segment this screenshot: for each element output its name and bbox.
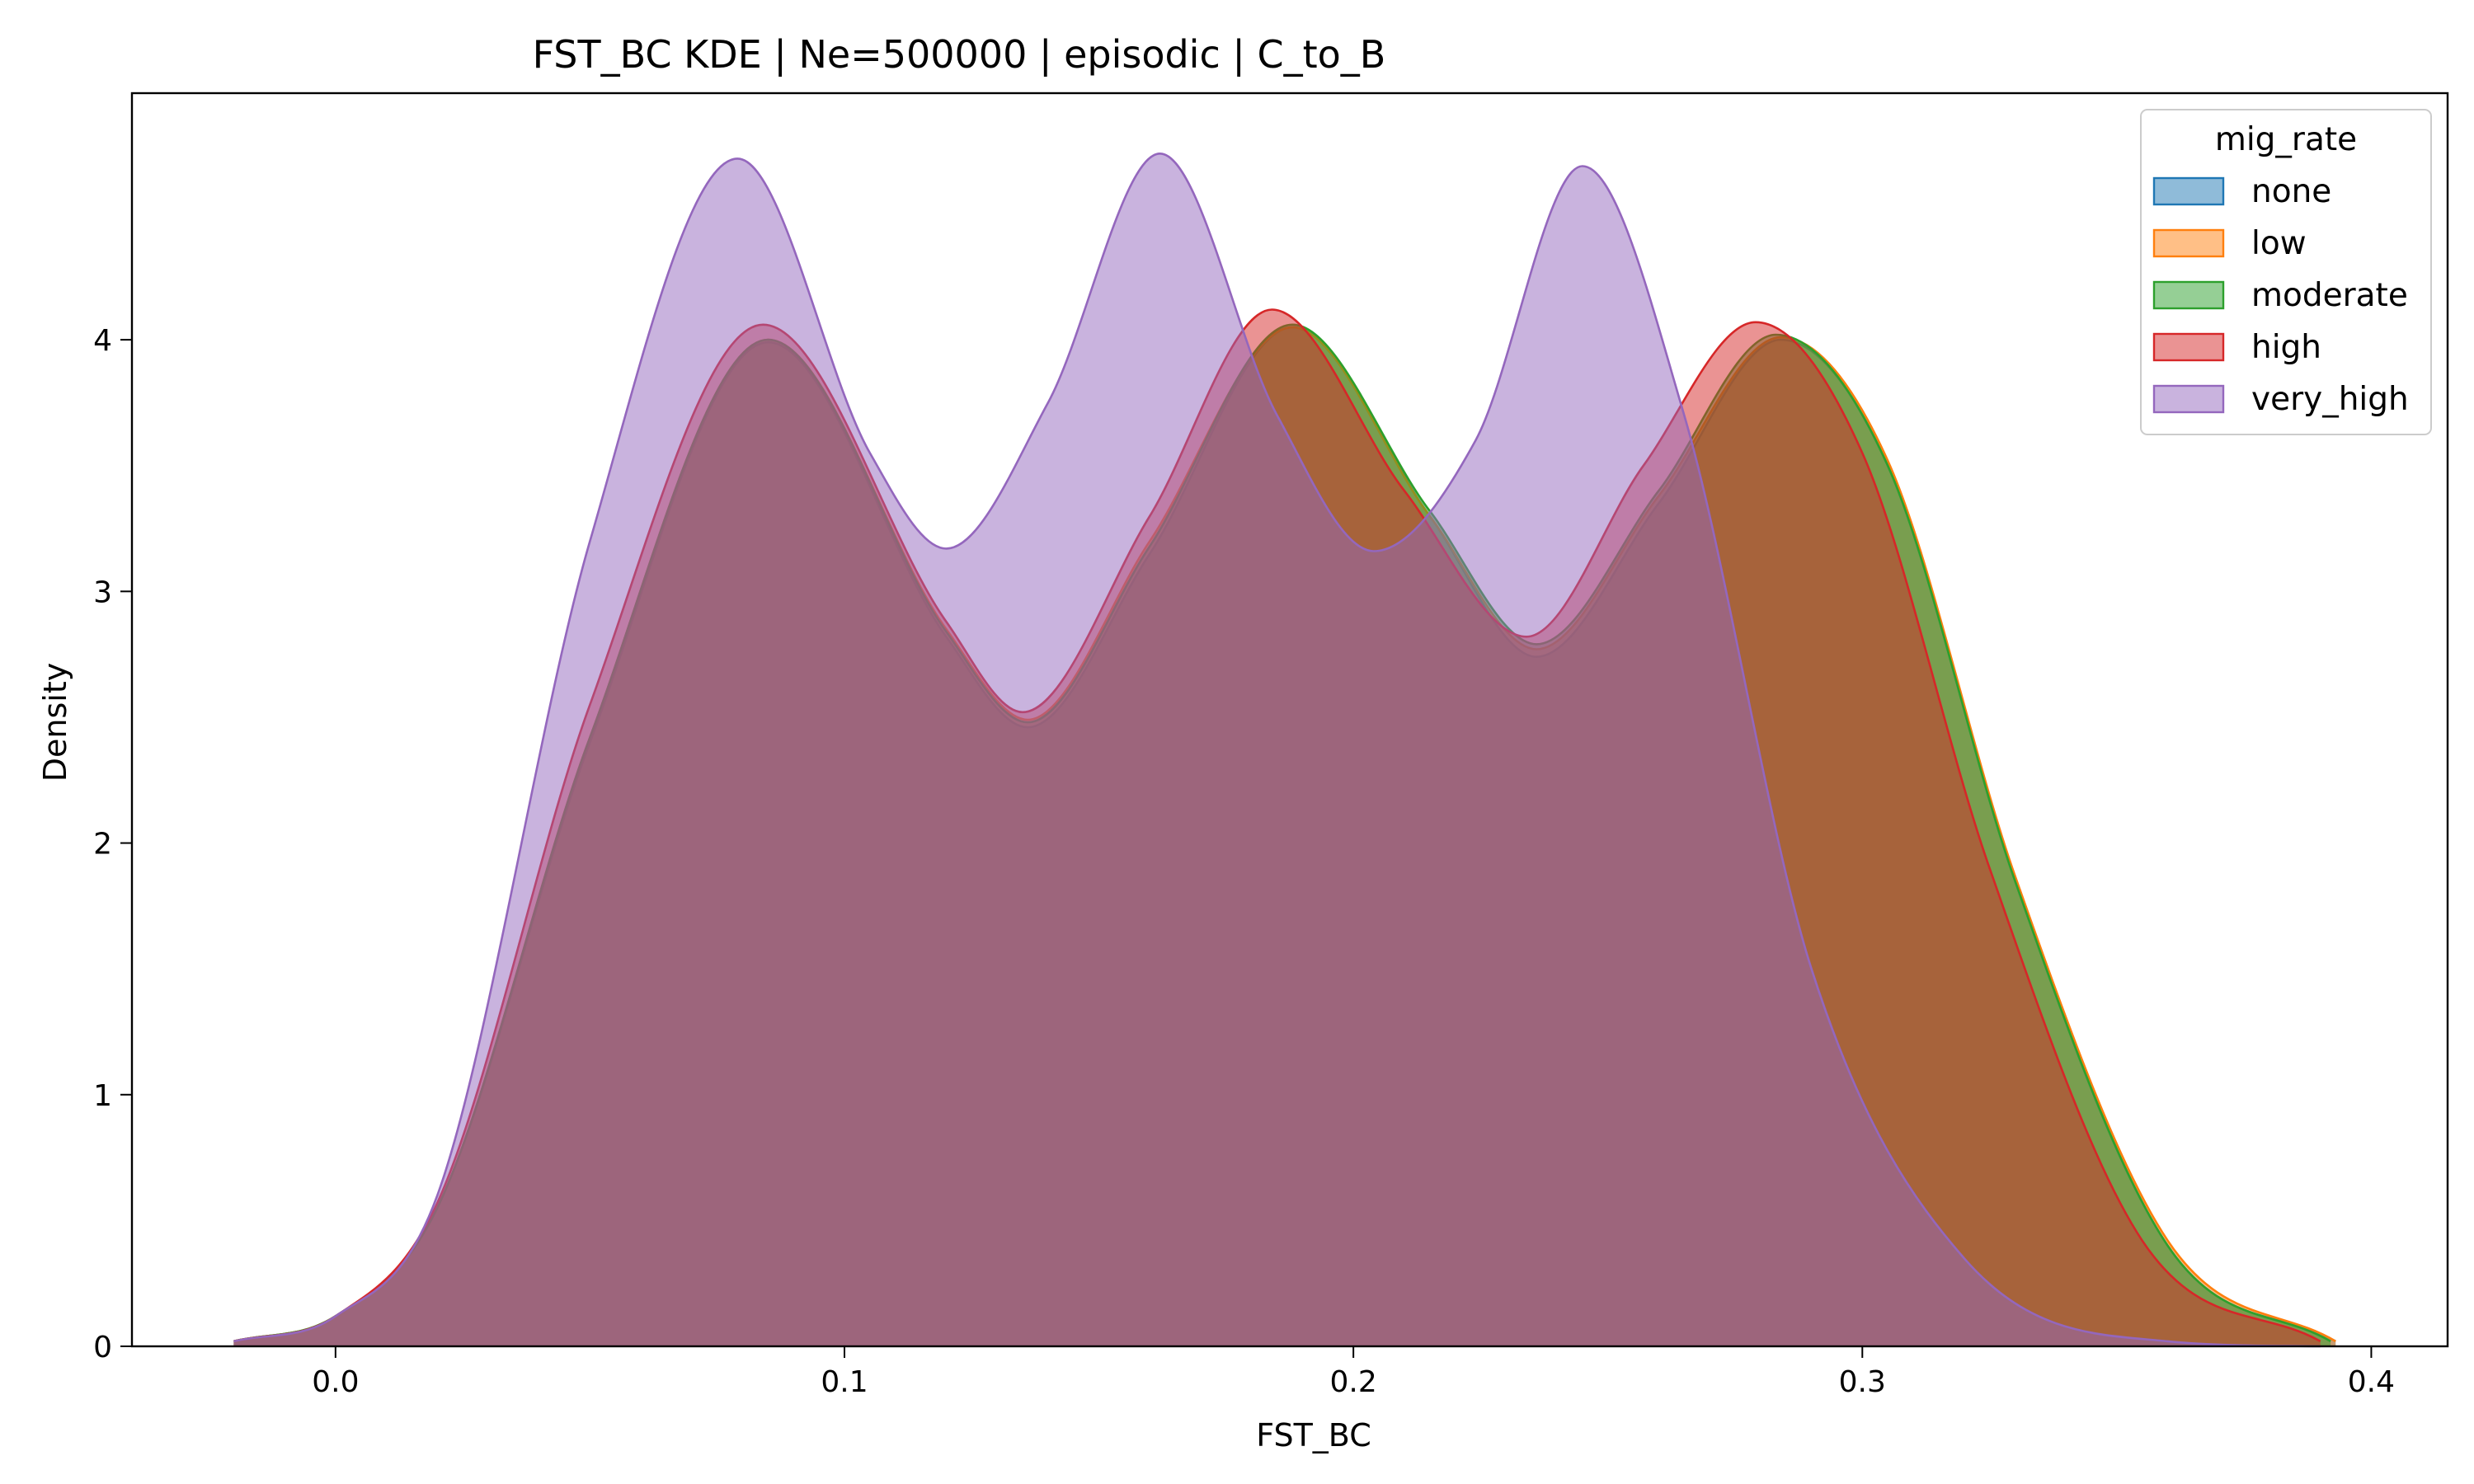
legend-entries: none low moderate high very_high bbox=[2152, 173, 2409, 418]
legend-item-none: none bbox=[2152, 173, 2331, 210]
legend: mig_rate none low moderate high very_high bbox=[2140, 109, 2432, 435]
plot-frame bbox=[130, 92, 2449, 1348]
legend-swatch bbox=[2152, 332, 2225, 362]
y-axis-label: Density bbox=[37, 663, 73, 782]
legend-swatch bbox=[2152, 176, 2225, 206]
y-axis: 0 1 2 3 4 bbox=[93, 324, 132, 1364]
legend-swatch bbox=[2152, 280, 2225, 310]
legend-label: moderate bbox=[2251, 277, 2408, 314]
legend-item-high: high bbox=[2152, 329, 2321, 366]
kde-area-very_high bbox=[233, 153, 2321, 1347]
legend-label: none bbox=[2251, 173, 2331, 210]
x-tick-label: 0.2 bbox=[1330, 1365, 1377, 1399]
legend-label: low bbox=[2251, 225, 2307, 262]
y-tick-label: 2 bbox=[93, 828, 112, 862]
kde-line-very_high bbox=[233, 152, 2321, 1348]
x-axis-label: FST_BC bbox=[1256, 1417, 1371, 1453]
kde-series-layer bbox=[233, 152, 2336, 1348]
legend-item-moderate: moderate bbox=[2152, 277, 2408, 314]
x-tick-label: 0.1 bbox=[821, 1365, 868, 1399]
legend-label: very_high bbox=[2251, 381, 2409, 418]
y-tick-label: 3 bbox=[93, 575, 112, 609]
legend-item-very_high: very_high bbox=[2152, 381, 2409, 418]
y-tick-label: 1 bbox=[93, 1079, 112, 1113]
x-tick-label: 0.0 bbox=[312, 1365, 359, 1399]
x-tick-label: 0.4 bbox=[2348, 1365, 2395, 1399]
y-tick-label: 0 bbox=[93, 1331, 112, 1364]
legend-swatch bbox=[2152, 228, 2225, 258]
legend-swatch bbox=[2152, 384, 2225, 414]
y-tick-label: 4 bbox=[93, 324, 112, 358]
x-axis: 0.0 0.1 0.2 0.3 0.4 bbox=[312, 1346, 2395, 1399]
legend-label: high bbox=[2251, 329, 2321, 366]
chart-title: FST_BC KDE | Ne=500000 | episodic | C_to… bbox=[533, 32, 1386, 77]
legend-item-low: low bbox=[2152, 225, 2307, 262]
legend-title: mig_rate bbox=[2215, 121, 2357, 158]
x-tick-label: 0.3 bbox=[1839, 1365, 1886, 1399]
